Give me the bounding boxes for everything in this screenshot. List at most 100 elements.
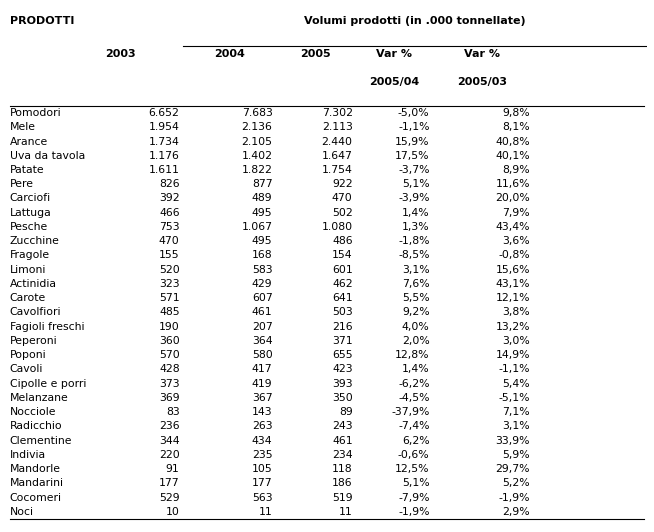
Text: -5,1%: -5,1% bbox=[498, 393, 530, 403]
Text: 3,8%: 3,8% bbox=[502, 307, 530, 318]
Text: 3,6%: 3,6% bbox=[502, 236, 530, 246]
Text: 186: 186 bbox=[332, 478, 353, 488]
Text: -5,0%: -5,0% bbox=[398, 108, 430, 118]
Text: 461: 461 bbox=[332, 436, 353, 445]
Text: 922: 922 bbox=[332, 179, 353, 189]
Text: 5,4%: 5,4% bbox=[502, 379, 530, 388]
Text: 520: 520 bbox=[159, 265, 180, 275]
Text: Mandarini: Mandarini bbox=[10, 478, 63, 488]
Text: 503: 503 bbox=[332, 307, 353, 318]
Text: 155: 155 bbox=[159, 251, 180, 261]
Text: 1.176: 1.176 bbox=[148, 151, 180, 161]
Text: Indivia: Indivia bbox=[10, 450, 46, 460]
Text: 177: 177 bbox=[252, 478, 273, 488]
Text: 495: 495 bbox=[252, 236, 273, 246]
Text: Poponi: Poponi bbox=[10, 350, 46, 360]
Text: Cavoli: Cavoli bbox=[10, 364, 43, 375]
Text: 6,2%: 6,2% bbox=[402, 436, 430, 445]
Text: 8,1%: 8,1% bbox=[502, 122, 530, 132]
Text: 33,9%: 33,9% bbox=[496, 436, 530, 445]
Text: 655: 655 bbox=[332, 350, 353, 360]
Text: 235: 235 bbox=[252, 450, 273, 460]
Text: Clementine: Clementine bbox=[10, 436, 72, 445]
Text: -7,9%: -7,9% bbox=[398, 493, 430, 503]
Text: Noci: Noci bbox=[10, 507, 34, 517]
Text: 2.105: 2.105 bbox=[241, 137, 273, 146]
Text: 3,1%: 3,1% bbox=[502, 421, 530, 431]
Text: 1.611: 1.611 bbox=[148, 165, 180, 175]
Text: 489: 489 bbox=[252, 194, 273, 204]
Text: 43,1%: 43,1% bbox=[496, 279, 530, 289]
Text: 177: 177 bbox=[159, 478, 180, 488]
Text: 486: 486 bbox=[332, 236, 353, 246]
Text: 364: 364 bbox=[252, 336, 273, 346]
Text: 3,1%: 3,1% bbox=[402, 265, 430, 275]
Text: 470: 470 bbox=[159, 236, 180, 246]
Text: 12,8%: 12,8% bbox=[395, 350, 430, 360]
Text: 105: 105 bbox=[252, 464, 273, 474]
Text: Carciofi: Carciofi bbox=[10, 194, 51, 204]
Text: 641: 641 bbox=[332, 293, 353, 303]
Text: 40,1%: 40,1% bbox=[496, 151, 530, 161]
Text: 2004: 2004 bbox=[214, 48, 245, 59]
Text: 4,0%: 4,0% bbox=[402, 322, 430, 331]
Text: 2003: 2003 bbox=[105, 48, 135, 59]
Text: 502: 502 bbox=[332, 207, 353, 218]
Text: Limoni: Limoni bbox=[10, 265, 46, 275]
Text: Pere: Pere bbox=[10, 179, 34, 189]
Text: -1,9%: -1,9% bbox=[498, 493, 530, 503]
Text: Cocomeri: Cocomeri bbox=[10, 493, 61, 503]
Text: 1.734: 1.734 bbox=[148, 137, 180, 146]
Text: 2,0%: 2,0% bbox=[402, 336, 430, 346]
Text: 423: 423 bbox=[332, 364, 353, 375]
Text: 2.113: 2.113 bbox=[322, 122, 353, 132]
Text: Var %: Var % bbox=[464, 48, 500, 59]
Text: 580: 580 bbox=[252, 350, 273, 360]
Text: 1.754: 1.754 bbox=[322, 165, 353, 175]
Text: Cavolfiori: Cavolfiori bbox=[10, 307, 61, 318]
Text: -1,1%: -1,1% bbox=[398, 122, 430, 132]
Text: 3,0%: 3,0% bbox=[502, 336, 530, 346]
Text: 207: 207 bbox=[252, 322, 273, 331]
Text: 344: 344 bbox=[159, 436, 180, 445]
Text: -0,6%: -0,6% bbox=[398, 450, 430, 460]
Text: Peperoni: Peperoni bbox=[10, 336, 58, 346]
Text: 9,8%: 9,8% bbox=[502, 108, 530, 118]
Text: -1,8%: -1,8% bbox=[398, 236, 430, 246]
Text: 495: 495 bbox=[252, 207, 273, 218]
Text: Pomodori: Pomodori bbox=[10, 108, 61, 118]
Text: 154: 154 bbox=[332, 251, 353, 261]
Text: 263: 263 bbox=[252, 421, 273, 431]
Text: 190: 190 bbox=[159, 322, 180, 331]
Text: Patate: Patate bbox=[10, 165, 44, 175]
Text: 1.954: 1.954 bbox=[148, 122, 180, 132]
Text: 563: 563 bbox=[252, 493, 273, 503]
Text: 583: 583 bbox=[252, 265, 273, 275]
Text: -37,9%: -37,9% bbox=[391, 407, 430, 417]
Text: -4,5%: -4,5% bbox=[398, 393, 430, 403]
Text: Zucchine: Zucchine bbox=[10, 236, 60, 246]
Text: 15,9%: 15,9% bbox=[395, 137, 430, 146]
Text: 20,0%: 20,0% bbox=[496, 194, 530, 204]
Text: 1,3%: 1,3% bbox=[402, 222, 430, 232]
Text: 5,2%: 5,2% bbox=[502, 478, 530, 488]
Text: 10: 10 bbox=[165, 507, 180, 517]
Text: 323: 323 bbox=[159, 279, 180, 289]
Text: 2,9%: 2,9% bbox=[502, 507, 530, 517]
Text: 118: 118 bbox=[332, 464, 353, 474]
Text: 13,2%: 13,2% bbox=[496, 322, 530, 331]
Text: 1.080: 1.080 bbox=[322, 222, 353, 232]
Text: -3,9%: -3,9% bbox=[398, 194, 430, 204]
Text: 485: 485 bbox=[159, 307, 180, 318]
Text: Var %: Var % bbox=[376, 48, 412, 59]
Text: 220: 220 bbox=[159, 450, 180, 460]
Text: Arance: Arance bbox=[10, 137, 48, 146]
Text: Uva da tavola: Uva da tavola bbox=[10, 151, 85, 161]
Text: 2005: 2005 bbox=[300, 48, 331, 59]
Text: Mele: Mele bbox=[10, 122, 36, 132]
Text: 11,6%: 11,6% bbox=[496, 179, 530, 189]
Text: 6.652: 6.652 bbox=[148, 108, 180, 118]
Text: 1.647: 1.647 bbox=[322, 151, 353, 161]
Text: 8,9%: 8,9% bbox=[502, 165, 530, 175]
Text: Carote: Carote bbox=[10, 293, 46, 303]
